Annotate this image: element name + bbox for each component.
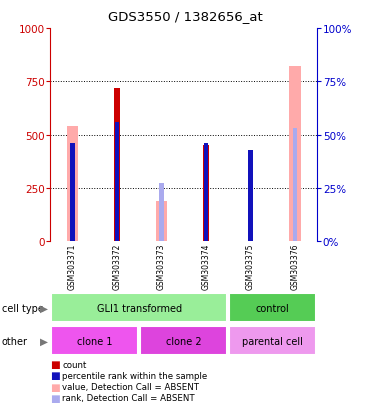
- Text: clone 1: clone 1: [77, 336, 112, 346]
- Text: value, Detection Call = ABSENT: value, Detection Call = ABSENT: [62, 382, 199, 391]
- Text: rank, Detection Call = ABSENT: rank, Detection Call = ABSENT: [62, 393, 195, 402]
- Text: ■: ■: [50, 359, 60, 369]
- Bar: [67, 127, 78, 242]
- Text: GSM303376: GSM303376: [290, 243, 299, 290]
- Text: percentile rank within the sample: percentile rank within the sample: [62, 371, 208, 380]
- Bar: [51, 294, 227, 323]
- Text: GDS3550 / 1382656_at: GDS3550 / 1382656_at: [108, 10, 263, 23]
- Bar: [156, 201, 167, 242]
- Bar: [248, 150, 253, 242]
- Bar: [204, 144, 208, 242]
- Bar: [140, 327, 227, 356]
- Bar: [248, 152, 253, 242]
- Text: GSM303371: GSM303371: [68, 243, 77, 290]
- Text: other: other: [2, 336, 28, 346]
- Bar: [229, 327, 316, 356]
- Text: ■: ■: [50, 370, 60, 380]
- Text: ■: ■: [50, 393, 60, 403]
- Text: ▶: ▶: [40, 303, 48, 313]
- Bar: [159, 183, 164, 242]
- Bar: [229, 294, 316, 323]
- Text: GSM303374: GSM303374: [201, 243, 210, 290]
- Text: GSM303373: GSM303373: [157, 243, 166, 290]
- Bar: [289, 67, 301, 242]
- Text: clone 2: clone 2: [166, 336, 201, 346]
- Bar: [51, 327, 138, 356]
- Text: GSM303372: GSM303372: [112, 243, 121, 290]
- Text: ■: ■: [50, 382, 60, 392]
- Text: cell type: cell type: [2, 303, 44, 313]
- Text: count: count: [62, 360, 87, 369]
- Bar: [115, 123, 119, 242]
- Bar: [203, 146, 209, 242]
- Text: ▶: ▶: [40, 336, 48, 346]
- Text: GSM303375: GSM303375: [246, 243, 255, 290]
- Text: GLI1 transformed: GLI1 transformed: [96, 303, 182, 313]
- Text: parental cell: parental cell: [242, 336, 303, 346]
- Bar: [293, 129, 297, 242]
- Text: control: control: [256, 303, 289, 313]
- Bar: [114, 88, 119, 242]
- Bar: [70, 144, 75, 242]
